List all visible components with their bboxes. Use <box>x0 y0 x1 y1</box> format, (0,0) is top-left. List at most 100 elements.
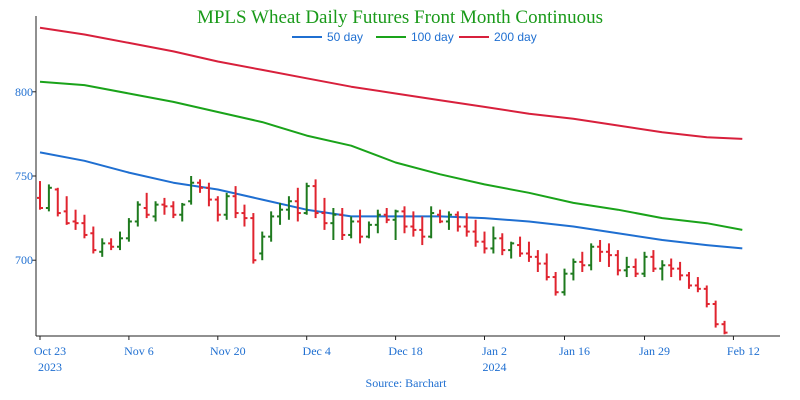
ohlc-bar <box>90 226 97 254</box>
ohlc-bar <box>623 256 630 278</box>
ohlc-bar <box>712 300 719 328</box>
ohlc-bar <box>401 206 408 234</box>
ohlc-bar <box>561 268 568 296</box>
ohlc-bar <box>454 211 461 232</box>
ohlc-bar <box>703 285 710 308</box>
ohlc-bar <box>152 201 159 222</box>
ohlc-bar <box>677 261 684 281</box>
ohlc-bar <box>37 181 43 210</box>
ohlc-bar <box>721 320 728 335</box>
ohlc-bar <box>481 231 488 254</box>
ohlc-bar <box>445 211 452 230</box>
ohlc-bar <box>348 216 355 239</box>
legend-label-ma200: 200 day <box>494 30 537 44</box>
legend: 50 day 100 day 200 day <box>292 30 537 44</box>
ohlc-bar <box>312 179 319 219</box>
ohlc-bar <box>72 209 79 230</box>
ohlc-bar <box>268 211 275 242</box>
legend-label-ma100: 100 day <box>411 30 454 44</box>
ohlc-bar <box>650 250 657 272</box>
ohlc-bar <box>392 209 399 240</box>
ohlc-bar <box>365 221 372 239</box>
ohlc-bar <box>579 251 586 272</box>
x-tick-label: Dec 18 <box>388 344 422 358</box>
ohlc-bar <box>205 182 212 207</box>
ohlc-bar <box>197 179 204 193</box>
ohlc-bar <box>125 218 132 242</box>
ohlc-bar <box>632 258 639 278</box>
x-tick-label: Feb 12 <box>727 344 760 358</box>
x-tick-year-label: 2024 <box>483 360 507 374</box>
y-axis-ticks: 700 750 800 <box>15 85 36 267</box>
ohlc-bar <box>508 241 515 259</box>
ohlc-bar <box>694 277 701 293</box>
source-label: Source: Barchart <box>366 376 448 390</box>
ohlc-bar <box>223 192 230 220</box>
x-tick-label: Jan 16 <box>559 344 590 358</box>
ohlc-bar <box>250 213 257 264</box>
ma50-line <box>39 151 743 250</box>
x-tick-label: Oct 23 <box>34 344 66 358</box>
ohlc-bar <box>357 209 364 244</box>
ohlc-bar <box>214 196 221 222</box>
ohlc-bar <box>428 206 435 239</box>
ohlc-bar <box>374 209 381 234</box>
x-tick-label: Dec 4 <box>303 344 331 358</box>
ohlc-bar <box>517 236 524 257</box>
ohlc-bar <box>241 204 248 227</box>
moving-average-lines <box>39 26 743 250</box>
ohlc-bar <box>668 258 675 278</box>
ohlc-bar <box>63 196 70 225</box>
ohlc-bar <box>179 202 186 222</box>
ohlc-bar <box>437 209 444 224</box>
ohlc-bar <box>383 208 390 224</box>
chart-title: MPLS Wheat Daily Futures Front Month Con… <box>197 7 603 28</box>
ohlc-bar <box>294 187 301 222</box>
ohlc-bar <box>472 219 479 247</box>
x-axis-ticks: Oct 23 2023 Nov 6 Nov 20 Dec 4 Dec 18 Jan 2 202… <box>34 336 760 374</box>
legend-label-ma50: 50 day <box>327 30 363 44</box>
ohlc-bar <box>81 214 88 239</box>
ohlc-bar <box>321 197 328 230</box>
ohlc-bar <box>259 231 266 261</box>
y-tick-label: 800 <box>15 85 33 99</box>
ohlc-bar <box>134 201 141 227</box>
ohlc-bar <box>525 241 532 262</box>
ohlc-bar <box>499 233 506 256</box>
ma200-line <box>39 26 743 140</box>
ohlc-bar <box>419 216 426 246</box>
x-tick-label: Nov 20 <box>210 344 246 358</box>
x-tick-label: Jan 2 <box>482 344 507 358</box>
ohlc-bar <box>570 258 577 281</box>
ohlc-bar <box>108 238 115 251</box>
ohlc-bar <box>552 272 559 296</box>
y-tick-label: 700 <box>15 253 33 267</box>
ohlc-bar <box>54 187 61 217</box>
price-bars <box>37 176 728 335</box>
ohlc-bar <box>605 243 612 267</box>
ohlc-bar <box>543 253 550 281</box>
ohlc-bar <box>463 213 470 237</box>
ohlc-bar <box>161 197 168 215</box>
x-tick-label: Jan 29 <box>639 344 670 358</box>
ohlc-bar <box>99 238 106 257</box>
y-tick-label: 750 <box>15 169 33 183</box>
ohlc-bar <box>330 208 337 240</box>
ohlc-bar <box>170 201 177 219</box>
ohlc-bar <box>588 243 595 271</box>
ohlc-bar <box>232 186 239 219</box>
ohlc-bar <box>597 240 604 262</box>
ohlc-bar <box>303 182 310 215</box>
ohlc-bar <box>285 196 292 220</box>
ohlc-bar <box>277 202 284 225</box>
ohlc-bar <box>641 251 648 278</box>
ohlc-bar <box>490 226 497 254</box>
ohlc-bar <box>117 231 124 251</box>
ohlc-bar <box>188 176 195 205</box>
ohlc-bar <box>685 272 692 289</box>
ohlc-bar <box>614 250 621 276</box>
ohlc-bar <box>339 208 346 240</box>
ohlc-bar <box>45 184 52 212</box>
ohlc-bar <box>410 211 417 237</box>
